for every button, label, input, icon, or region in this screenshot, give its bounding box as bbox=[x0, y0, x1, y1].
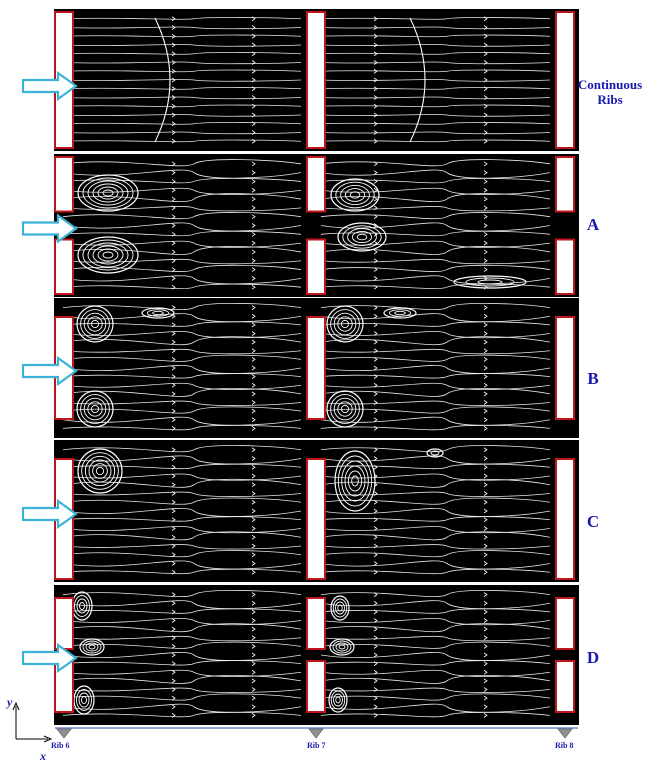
flow-panel-d bbox=[23, 586, 578, 724]
flow-panel-continuous bbox=[23, 10, 578, 150]
rib-6-segment bbox=[55, 240, 73, 295]
rib-7-segment bbox=[307, 317, 325, 419]
rib-7-segment bbox=[307, 661, 325, 712]
rib-marker-8 bbox=[558, 729, 572, 738]
axis-label-x: x bbox=[40, 749, 46, 764]
rib-label-7: Rib 7 bbox=[307, 741, 325, 750]
rib-6-segment bbox=[55, 157, 73, 212]
panel-label-continuous: Continuous Ribs bbox=[575, 77, 645, 107]
panel-label-a: A bbox=[583, 215, 603, 235]
rib-7-segment bbox=[307, 12, 325, 148]
rib-7-segment bbox=[307, 598, 325, 649]
rib-7-segment bbox=[307, 240, 325, 295]
flow-panel-c bbox=[23, 441, 578, 581]
panel-label-d: D bbox=[583, 648, 603, 668]
rib-8-segment bbox=[556, 240, 574, 295]
rib-8-segment bbox=[556, 459, 574, 579]
rib-7-segment bbox=[307, 459, 325, 579]
panel-label-c: C bbox=[583, 512, 603, 532]
rib-8-segment bbox=[556, 598, 574, 649]
rib-marker-6 bbox=[57, 729, 71, 738]
rib-8-segment bbox=[556, 157, 574, 212]
flow-panel-a bbox=[23, 155, 578, 296]
panel-label-b: B bbox=[583, 369, 603, 389]
rib-8-segment bbox=[556, 12, 574, 148]
rib-label-6: Rib 6 bbox=[51, 741, 69, 750]
rib-label-8: Rib 8 bbox=[555, 741, 573, 750]
rib-8-segment bbox=[556, 661, 574, 712]
flow-panel-b bbox=[23, 299, 578, 437]
rib-marker-7 bbox=[309, 729, 323, 738]
rib-7-segment bbox=[307, 157, 325, 212]
panel-label-continuous-line2: Ribs bbox=[575, 92, 645, 107]
rib-8-segment bbox=[556, 317, 574, 419]
axis-label-y: y bbox=[7, 695, 12, 710]
panel-label-continuous-line1: Continuous bbox=[575, 77, 645, 92]
rib-6-segment bbox=[55, 598, 73, 649]
